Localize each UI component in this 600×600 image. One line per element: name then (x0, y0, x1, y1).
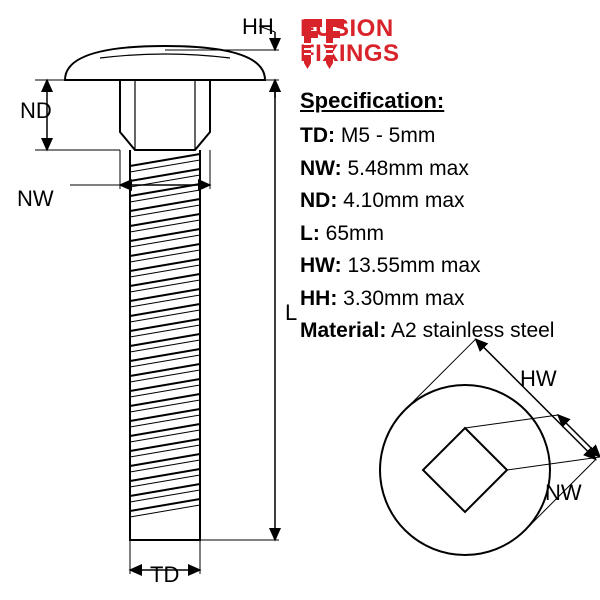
bolt-top-view (0, 0, 600, 600)
dim-label-l: L (285, 300, 297, 326)
page: FUSION FIXINGS Specification: TD: M5 - 5… (0, 0, 600, 600)
dim-label-nw: NW (17, 186, 54, 212)
dim-label-nw2: NW (545, 480, 582, 506)
dim-label-hw: HW (520, 366, 557, 392)
dim-label-td: TD (150, 562, 179, 588)
dim-label-nd: ND (20, 98, 52, 124)
dim-label-hh: HH (242, 14, 274, 40)
